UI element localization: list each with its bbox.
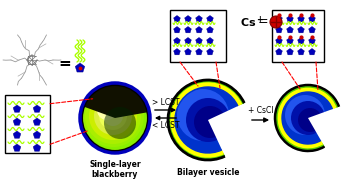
Polygon shape: [276, 26, 282, 33]
Circle shape: [285, 95, 325, 135]
Polygon shape: [185, 37, 191, 44]
Circle shape: [169, 81, 247, 159]
Polygon shape: [174, 37, 180, 44]
Circle shape: [298, 108, 322, 132]
Polygon shape: [174, 49, 180, 55]
Circle shape: [80, 83, 150, 153]
Bar: [5, 95, 50, 153]
Wedge shape: [308, 106, 343, 148]
Polygon shape: [174, 26, 180, 33]
Polygon shape: [308, 15, 315, 22]
Circle shape: [275, 85, 341, 151]
Text: Single-layer
blackberry: Single-layer blackberry: [89, 160, 141, 179]
Circle shape: [291, 101, 325, 135]
Polygon shape: [287, 37, 293, 44]
Circle shape: [103, 106, 123, 126]
Bar: [272, 10, 324, 62]
Circle shape: [82, 85, 148, 151]
Circle shape: [270, 16, 282, 28]
Circle shape: [97, 100, 117, 120]
Polygon shape: [287, 26, 293, 33]
Circle shape: [168, 80, 248, 160]
Text: =: =: [258, 15, 268, 29]
Polygon shape: [174, 15, 180, 22]
Polygon shape: [298, 37, 304, 44]
Polygon shape: [308, 49, 315, 55]
Circle shape: [186, 98, 230, 142]
Polygon shape: [207, 26, 213, 33]
Text: Bilayer vesicle: Bilayer vesicle: [177, 168, 239, 177]
Polygon shape: [298, 26, 304, 33]
Circle shape: [82, 85, 144, 147]
Circle shape: [279, 89, 337, 147]
Circle shape: [99, 102, 127, 130]
Circle shape: [282, 92, 334, 144]
Polygon shape: [276, 49, 282, 55]
Circle shape: [94, 97, 132, 135]
Circle shape: [104, 107, 136, 139]
Text: + CsCl: + CsCl: [248, 106, 273, 115]
Circle shape: [194, 106, 226, 138]
Circle shape: [276, 86, 340, 150]
Polygon shape: [13, 105, 21, 112]
Wedge shape: [84, 85, 147, 118]
Circle shape: [89, 92, 137, 140]
Polygon shape: [298, 15, 304, 22]
Polygon shape: [13, 131, 21, 138]
Polygon shape: [276, 37, 282, 44]
Polygon shape: [185, 15, 191, 22]
Text: $\mathbf{Cs^+}$: $\mathbf{Cs^+}$: [240, 14, 264, 30]
Text: < LCST: < LCST: [152, 121, 179, 130]
Polygon shape: [287, 49, 293, 55]
Circle shape: [175, 87, 241, 153]
Bar: [170, 10, 226, 62]
Polygon shape: [33, 131, 41, 138]
Polygon shape: [308, 26, 315, 33]
Circle shape: [172, 84, 244, 156]
Polygon shape: [13, 118, 21, 125]
Polygon shape: [33, 105, 41, 112]
Polygon shape: [298, 49, 304, 55]
Polygon shape: [276, 15, 282, 22]
Polygon shape: [196, 15, 202, 22]
Polygon shape: [196, 26, 202, 33]
Polygon shape: [13, 144, 21, 151]
Polygon shape: [75, 63, 85, 72]
Polygon shape: [207, 37, 213, 44]
Wedge shape: [208, 102, 250, 158]
Polygon shape: [196, 37, 202, 44]
Text: > LCST: > LCST: [152, 98, 179, 107]
Polygon shape: [33, 144, 41, 151]
Polygon shape: [185, 49, 191, 55]
Text: =: =: [59, 56, 71, 70]
Polygon shape: [33, 118, 41, 125]
Polygon shape: [207, 49, 213, 55]
Circle shape: [85, 88, 141, 144]
Polygon shape: [185, 26, 191, 33]
Circle shape: [177, 89, 229, 141]
Polygon shape: [196, 49, 202, 55]
Polygon shape: [287, 15, 293, 22]
Polygon shape: [207, 15, 213, 22]
Polygon shape: [308, 37, 315, 44]
